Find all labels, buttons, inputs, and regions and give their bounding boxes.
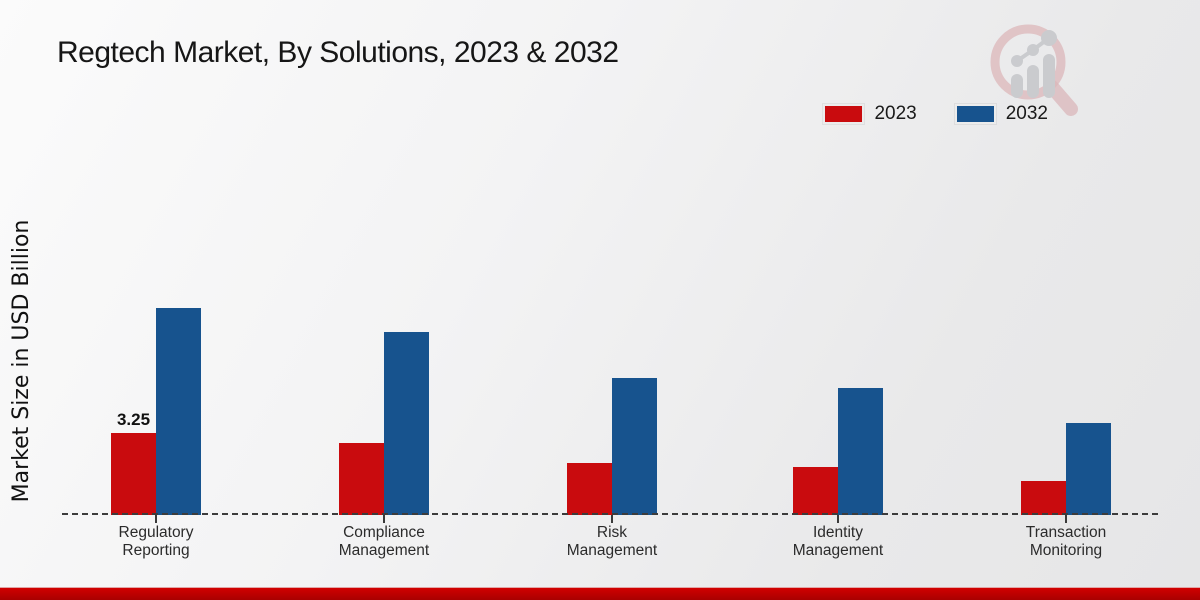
bar-2032-transaction-monitoring [1066, 423, 1111, 515]
legend: 2023 2032 [823, 103, 1048, 125]
category-label-regulatory-reporting: Regulatory Reporting [118, 524, 194, 560]
category-label-identity-management: Identity Management [792, 524, 884, 560]
x-axis-baseline [62, 513, 1158, 515]
brand-logo [985, 22, 1085, 117]
bar-2023-risk-management [567, 463, 612, 515]
category-label-transaction-monitoring: Transaction Monitoring [1025, 524, 1107, 560]
legend-label-2032: 2032 [1005, 103, 1048, 124]
bar-2023-transaction-monitoring [1021, 480, 1066, 515]
legend-swatch-2023 [823, 104, 865, 124]
data-label-2023: 3.25 [116, 410, 151, 430]
x-axis-tick [155, 515, 157, 523]
bar-2023-identity-management [793, 467, 838, 515]
x-axis-tick [1065, 515, 1067, 523]
bar-group-identity-management: Identity Management [793, 303, 883, 559]
bar-2032-compliance-management [384, 332, 429, 515]
legend-item-2023: 2023 [823, 103, 917, 125]
x-axis-tick [611, 515, 613, 523]
bar-group-risk-management: Risk Management [567, 303, 657, 559]
bar-group-transaction-monitoring: Transaction Monitoring [1021, 303, 1111, 559]
chart-title: Regtech Market, By Solutions, 2023 & 203… [57, 36, 619, 69]
bar-2032-identity-management [838, 387, 883, 515]
legend-swatch-2032 [954, 104, 996, 124]
category-label-compliance-management: Compliance Management [338, 524, 430, 560]
bar-group-regulatory-reporting: 3.25 Regulatory Reporting [111, 303, 201, 559]
bar-2023-regulatory-reporting [111, 433, 156, 515]
x-axis-tick [383, 515, 385, 523]
legend-label-2023: 2023 [874, 103, 917, 124]
footer-band [0, 587, 1200, 600]
x-axis-tick [837, 515, 839, 523]
bar-2023-compliance-management [339, 443, 384, 515]
bar-group-compliance-management: Compliance Management [339, 303, 429, 559]
magnifier-bar-chart-icon [990, 24, 1078, 116]
category-label-risk-management: Risk Management [566, 524, 658, 560]
bar-2032-regulatory-reporting [156, 308, 201, 515]
legend-item-2032: 2032 [954, 103, 1048, 125]
bar-2032-risk-management [612, 377, 657, 515]
